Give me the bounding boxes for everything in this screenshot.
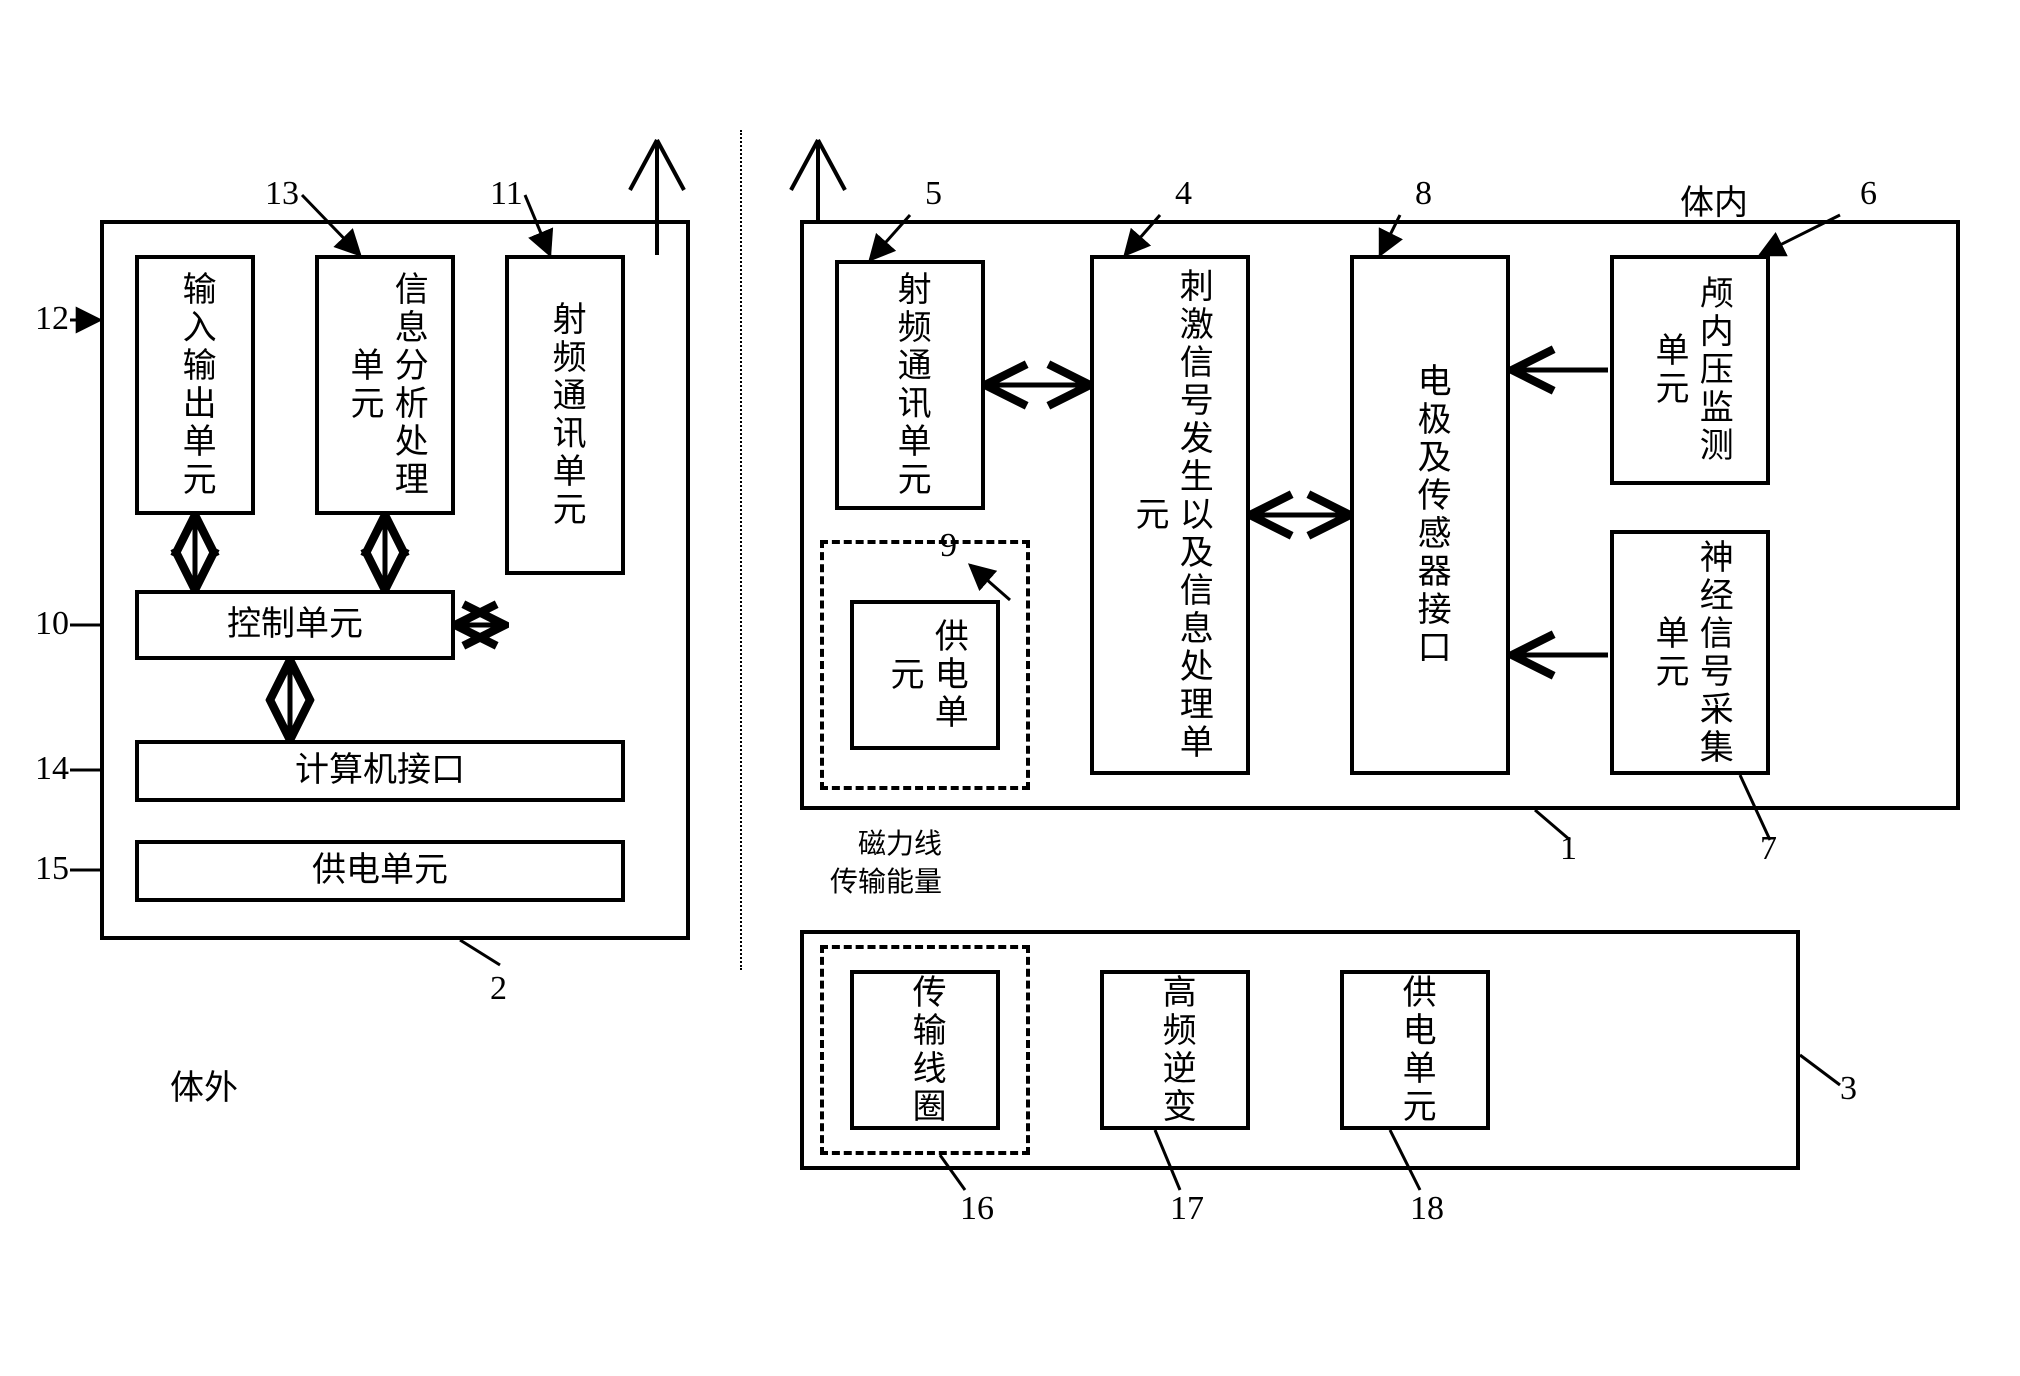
- ref-10: 10: [35, 605, 69, 643]
- ref-14: 14: [35, 750, 69, 788]
- antenna-ext-icon: [630, 140, 684, 220]
- ref-3: 3: [1840, 1070, 1857, 1108]
- computer-interface: 计算机接口: [135, 740, 625, 802]
- diagram-root: 输入输出单元 信息分析处理单元 射频通讯单元 控制单元 计算机接口 供电单元 射…: [40, 60, 1980, 1256]
- control-unit: 控制单元: [135, 590, 455, 660]
- power-int: 供电单元: [850, 600, 1000, 750]
- antenna-int-icon: [791, 140, 845, 220]
- power-ext: 供电单元: [135, 840, 625, 902]
- info-analysis-label: 信息分析处理单元: [341, 259, 429, 511]
- power-charger-label: 供电单元: [1393, 974, 1437, 1126]
- inverter-label: 高频逆变: [1153, 974, 1197, 1126]
- flux-note: 磁力线: [858, 822, 942, 862]
- rf-comm-ext-label: 射频通讯单元: [543, 301, 587, 529]
- external-region-label: 体外: [170, 1060, 238, 1109]
- internal-region-label: 体内: [1680, 175, 1748, 224]
- ref-4: 4: [1175, 175, 1192, 213]
- ref-1: 1: [1560, 830, 1577, 868]
- info-analysis-unit: 信息分析处理单元: [315, 255, 455, 515]
- rf-comm-int-label: 射频通讯单元: [888, 271, 932, 499]
- power-charger: 供电单元: [1340, 970, 1490, 1130]
- ref-16: 16: [960, 1190, 994, 1228]
- ref-15: 15: [35, 850, 69, 888]
- ref-6: 6: [1860, 175, 1877, 213]
- ref-12: 12: [35, 300, 69, 338]
- icp-monitor-unit: 颅内压监测单元: [1610, 255, 1770, 485]
- coil-unit: 传输线圈: [850, 970, 1000, 1130]
- ref-17: 17: [1170, 1190, 1204, 1228]
- ref-7: 7: [1760, 830, 1777, 868]
- io-unit-label: 输入输出单元: [173, 271, 217, 499]
- ref-5: 5: [925, 175, 942, 213]
- neural-acq-unit: 神经信号采集单元: [1610, 530, 1770, 775]
- transfer-note: 传输能量: [830, 860, 942, 900]
- ref-9: 9: [940, 527, 957, 565]
- ref-2: 2: [490, 970, 507, 1008]
- rf-comm-ext: 射频通讯单元: [505, 255, 625, 575]
- ref-8: 8: [1415, 175, 1432, 213]
- inverter-unit: 高频逆变: [1100, 970, 1250, 1130]
- io-unit: 输入输出单元: [135, 255, 255, 515]
- power-int-label: 供电单元: [881, 604, 969, 746]
- control-unit-label: 控制单元: [227, 605, 363, 646]
- electrode-interface-label: 电极及传感器接口: [1408, 363, 1452, 667]
- stim-proc-unit: 刺激信号发生以及信息处理单元: [1090, 255, 1250, 775]
- stim-proc-label: 刺激信号发生以及信息处理单元: [1126, 259, 1214, 771]
- rf-comm-int: 射频通讯单元: [835, 260, 985, 510]
- electrode-interface: 电极及传感器接口: [1350, 255, 1510, 775]
- ref-18: 18: [1410, 1190, 1444, 1228]
- icp-monitor-label: 颅内压监测单元: [1646, 259, 1734, 481]
- ref-13: 13: [265, 175, 299, 213]
- region-divider: [740, 130, 742, 970]
- computer-interface-label: 计算机接口: [295, 751, 465, 792]
- ref-11: 11: [490, 175, 523, 213]
- neural-acq-label: 神经信号采集单元: [1646, 534, 1734, 771]
- coil-label: 传输线圈: [903, 974, 947, 1126]
- power-ext-label: 供电单元: [312, 851, 448, 892]
